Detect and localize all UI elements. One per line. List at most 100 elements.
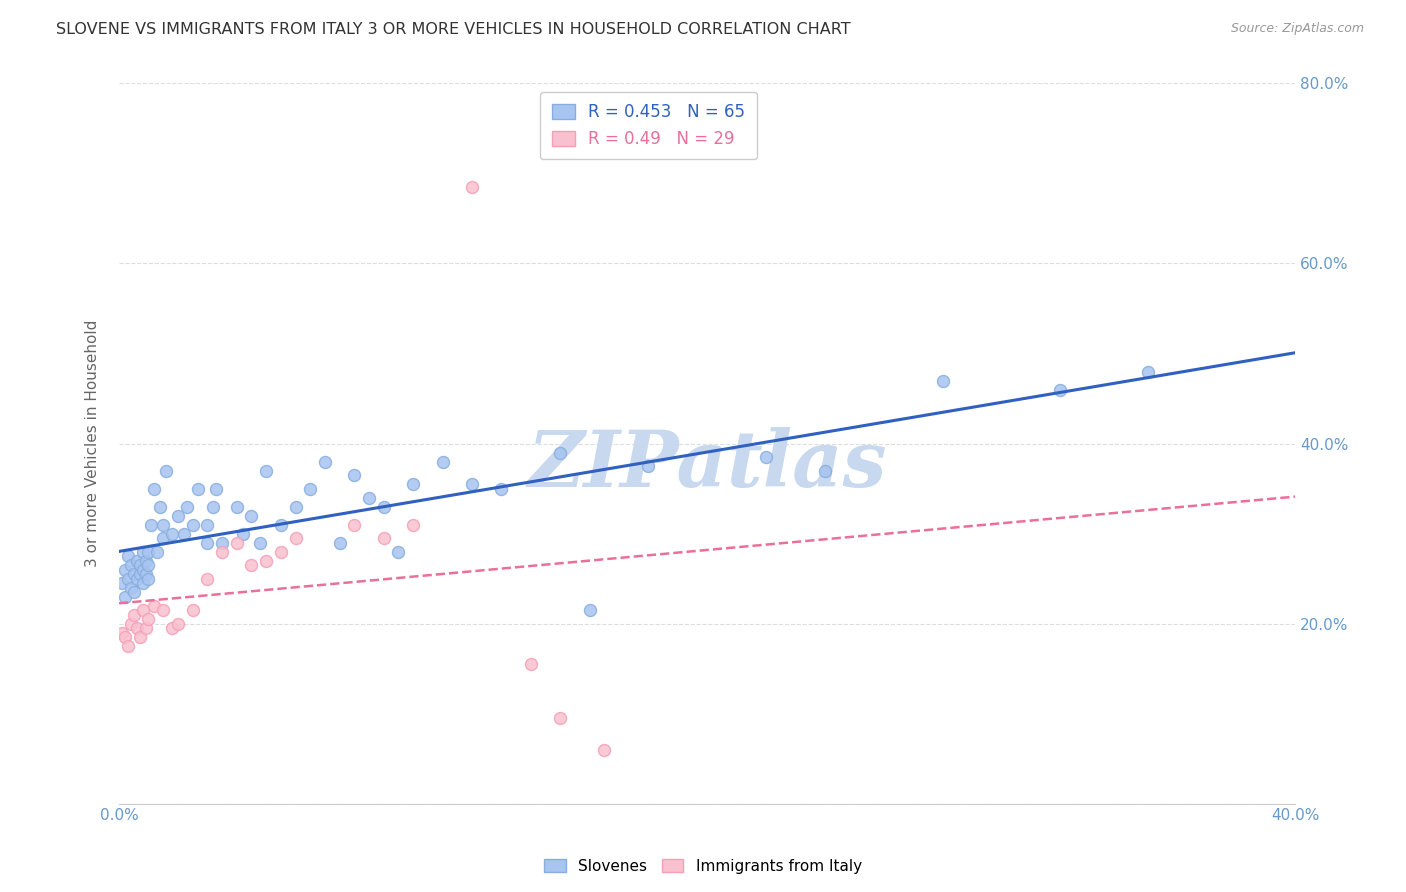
Legend: Slovenes, Immigrants from Italy: Slovenes, Immigrants from Italy — [538, 853, 868, 880]
Point — [134, 567, 156, 582]
Point — [131, 603, 153, 617]
Point — [225, 535, 247, 549]
Point — [122, 607, 145, 622]
Point — [117, 549, 139, 563]
Point — [329, 535, 352, 549]
Point — [373, 531, 395, 545]
Point — [120, 581, 142, 595]
Point — [402, 517, 425, 532]
Point — [114, 630, 136, 644]
Point — [461, 477, 484, 491]
Point — [117, 639, 139, 653]
Point — [138, 544, 160, 558]
Point — [491, 482, 513, 496]
Point — [134, 621, 156, 635]
Point — [211, 544, 233, 558]
Point — [138, 612, 160, 626]
Point — [120, 616, 142, 631]
Point — [284, 500, 307, 514]
Point — [637, 458, 659, 473]
Point — [240, 508, 263, 523]
Point — [138, 558, 160, 572]
Point — [160, 621, 183, 635]
Point — [461, 180, 484, 194]
Point — [114, 563, 136, 577]
Legend: R = 0.453   N = 65, R = 0.49   N = 29: R = 0.453 N = 65, R = 0.49 N = 29 — [540, 92, 756, 160]
Point — [160, 526, 183, 541]
Point — [432, 454, 454, 468]
Point — [254, 553, 277, 567]
Point — [232, 526, 254, 541]
Point — [402, 477, 425, 491]
Point — [187, 482, 209, 496]
Point — [152, 517, 174, 532]
Point — [181, 517, 204, 532]
Point — [195, 572, 218, 586]
Point — [387, 544, 409, 558]
Point — [343, 468, 366, 483]
Point — [128, 567, 150, 582]
Point — [152, 531, 174, 545]
Point — [195, 535, 218, 549]
Point — [1049, 383, 1071, 397]
Point — [814, 464, 837, 478]
Point — [117, 572, 139, 586]
Point — [1137, 364, 1160, 378]
Y-axis label: 3 or more Vehicles in Household: 3 or more Vehicles in Household — [86, 320, 100, 567]
Point — [225, 500, 247, 514]
Point — [211, 535, 233, 549]
Text: ZIPatlas: ZIPatlas — [527, 427, 887, 503]
Point — [167, 616, 190, 631]
Point — [520, 657, 543, 671]
Point — [114, 590, 136, 604]
Point — [128, 558, 150, 572]
Point — [131, 544, 153, 558]
Point — [173, 526, 195, 541]
Point — [120, 558, 142, 572]
Point — [122, 585, 145, 599]
Point — [125, 553, 148, 567]
Point — [141, 517, 163, 532]
Point — [195, 517, 218, 532]
Point — [202, 500, 225, 514]
Point — [131, 563, 153, 577]
Point — [357, 491, 380, 505]
Point — [181, 603, 204, 617]
Point — [593, 742, 616, 756]
Point — [134, 553, 156, 567]
Point — [111, 625, 134, 640]
Point — [314, 454, 336, 468]
Point — [931, 374, 953, 388]
Point — [128, 630, 150, 644]
Point — [548, 445, 571, 459]
Point — [249, 535, 271, 549]
Point — [548, 711, 571, 725]
Point — [131, 576, 153, 591]
Point — [155, 464, 177, 478]
Text: SLOVENE VS IMMIGRANTS FROM ITALY 3 OR MORE VEHICLES IN HOUSEHOLD CORRELATION CHA: SLOVENE VS IMMIGRANTS FROM ITALY 3 OR MO… — [56, 22, 851, 37]
Point — [254, 464, 277, 478]
Point — [143, 599, 166, 613]
Point — [122, 567, 145, 582]
Point — [146, 544, 169, 558]
Point — [111, 576, 134, 591]
Point — [343, 517, 366, 532]
Point — [176, 500, 198, 514]
Point — [138, 572, 160, 586]
Text: Source: ZipAtlas.com: Source: ZipAtlas.com — [1230, 22, 1364, 36]
Point — [143, 482, 166, 496]
Point — [125, 621, 148, 635]
Point — [270, 517, 292, 532]
Point — [755, 450, 778, 464]
Point — [152, 603, 174, 617]
Point — [125, 572, 148, 586]
Point — [205, 482, 228, 496]
Point — [284, 531, 307, 545]
Point — [149, 500, 172, 514]
Point — [373, 500, 395, 514]
Point — [578, 603, 600, 617]
Point — [240, 558, 263, 572]
Point — [299, 482, 322, 496]
Point — [167, 508, 190, 523]
Point — [270, 544, 292, 558]
